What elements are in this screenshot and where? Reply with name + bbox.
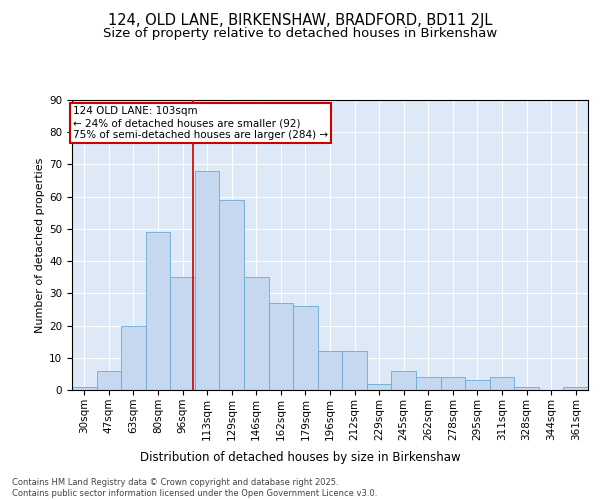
Bar <box>293 306 318 390</box>
Bar <box>269 303 293 390</box>
Bar <box>170 277 195 390</box>
Bar <box>72 387 97 390</box>
Text: 124 OLD LANE: 103sqm
← 24% of detached houses are smaller (92)
75% of semi-detac: 124 OLD LANE: 103sqm ← 24% of detached h… <box>73 106 328 140</box>
Text: Size of property relative to detached houses in Birkenshaw: Size of property relative to detached ho… <box>103 28 497 40</box>
Bar <box>121 326 146 390</box>
Bar <box>440 377 465 390</box>
Text: Contains HM Land Registry data © Crown copyright and database right 2025.
Contai: Contains HM Land Registry data © Crown c… <box>12 478 377 498</box>
Bar <box>97 370 121 390</box>
Text: 124, OLD LANE, BIRKENSHAW, BRADFORD, BD11 2JL: 124, OLD LANE, BIRKENSHAW, BRADFORD, BD1… <box>108 12 492 28</box>
Bar <box>391 370 416 390</box>
Y-axis label: Number of detached properties: Number of detached properties <box>35 158 45 332</box>
Bar <box>514 387 539 390</box>
Text: Distribution of detached houses by size in Birkenshaw: Distribution of detached houses by size … <box>140 451 460 464</box>
Bar <box>563 387 588 390</box>
Bar <box>195 171 220 390</box>
Bar <box>342 352 367 390</box>
Bar <box>220 200 244 390</box>
Bar <box>490 377 514 390</box>
Bar <box>318 352 342 390</box>
Bar <box>244 277 269 390</box>
Bar <box>416 377 440 390</box>
Bar <box>465 380 490 390</box>
Bar <box>367 384 391 390</box>
Bar <box>146 232 170 390</box>
